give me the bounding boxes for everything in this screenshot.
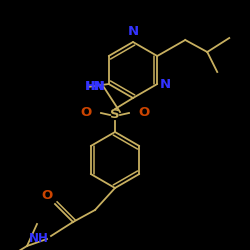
Text: HN: HN <box>85 80 105 92</box>
Text: HN: HN <box>86 80 106 92</box>
Text: S: S <box>110 108 120 122</box>
Text: O: O <box>42 189 53 202</box>
Text: N: N <box>160 78 171 90</box>
Text: N: N <box>128 25 138 38</box>
Text: O: O <box>81 106 92 120</box>
Text: O: O <box>138 106 149 120</box>
Text: NH: NH <box>29 232 49 244</box>
